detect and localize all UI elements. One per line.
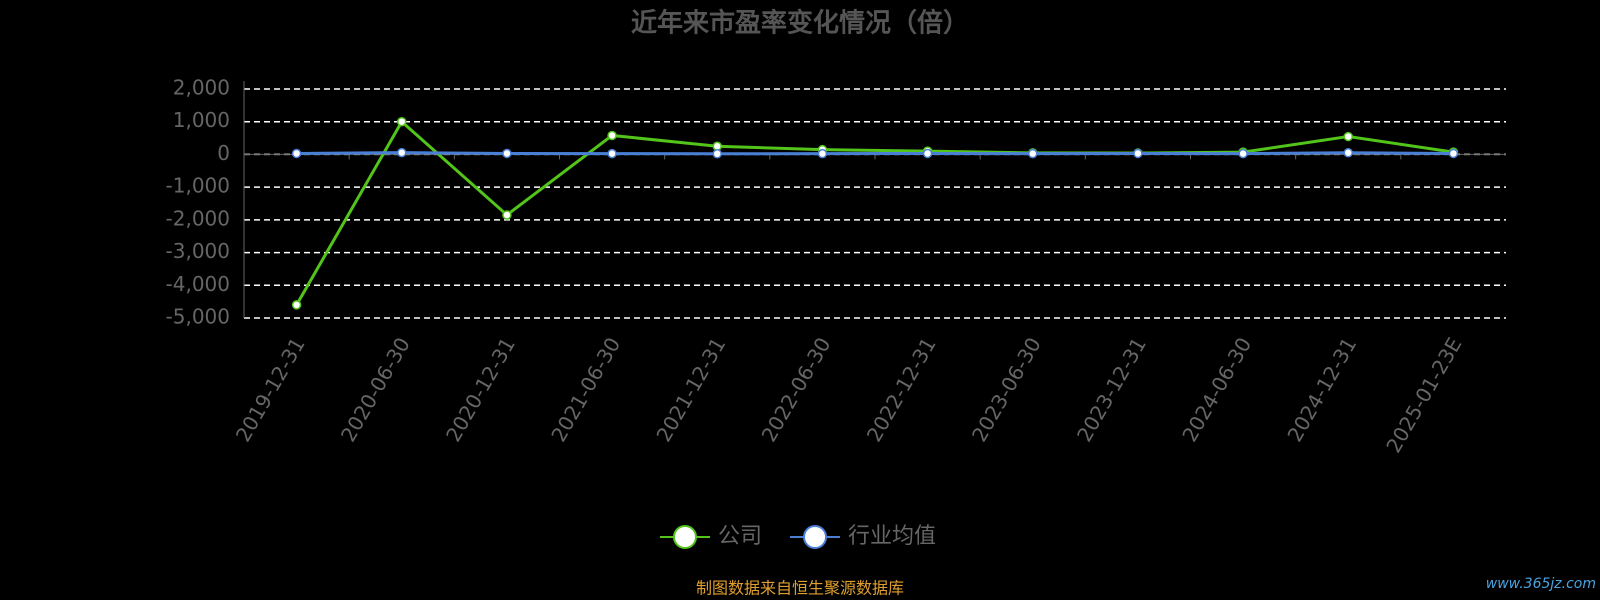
- watermark: www.365jz.com: [1486, 576, 1596, 592]
- data-point: [1343, 131, 1353, 142]
- data-point: [397, 116, 407, 127]
- x-tick-label: 2022-12-31: [862, 333, 941, 446]
- data-point: [1448, 148, 1459, 159]
- y-tick-label: -5,000: [166, 305, 230, 329]
- x-tick-label: 2023-12-31: [1072, 333, 1151, 446]
- y-tick-label: -3,000: [166, 239, 230, 263]
- x-tick-label: 2019-12-31: [231, 333, 310, 446]
- legend-item: 行业均值: [790, 524, 936, 549]
- data-point: [291, 300, 302, 310]
- y-tick-label: -2,000: [166, 206, 230, 230]
- legend-label: 行业均值: [848, 524, 936, 549]
- source-note: 制图数据来自恒生聚源数据库: [696, 579, 904, 598]
- data-point: [397, 147, 407, 158]
- data-point: [1238, 148, 1248, 159]
- y-tick-label: -4,000: [166, 272, 230, 296]
- x-tick-label: 2020-06-30: [336, 333, 415, 446]
- data-point: [502, 210, 512, 220]
- legend-item: 公司: [660, 524, 762, 549]
- data-point: [712, 149, 722, 159]
- data-point: [817, 148, 828, 159]
- x-tick-label: 2024-12-31: [1282, 333, 1361, 446]
- x-tick-label: 2020-12-31: [441, 333, 520, 446]
- data-point: [1028, 148, 1038, 159]
- x-tick-label: 2021-12-31: [651, 333, 730, 446]
- data-point: [922, 148, 933, 159]
- data-point: [607, 148, 617, 159]
- data-point: [1133, 148, 1143, 159]
- data-point: [607, 130, 617, 141]
- y-tick-label: 1,000: [173, 108, 230, 132]
- data-point: [1343, 148, 1353, 158]
- y-tick-label: -1,000: [166, 174, 230, 198]
- legend-label: 公司: [718, 524, 762, 549]
- y-tick-label: 0: [217, 141, 230, 165]
- x-tick-label: 2021-06-30: [546, 333, 625, 446]
- x-tick-label: 2022-06-30: [757, 333, 836, 446]
- series-line: [296, 151, 1454, 156]
- legend-marker: [803, 525, 828, 549]
- x-tick-label: 2023-06-30: [967, 333, 1046, 446]
- x-tick-label: 2024-06-30: [1177, 333, 1256, 446]
- y-tick-label: 2,000: [173, 76, 230, 100]
- series-line: [295, 119, 1454, 306]
- data-point: [502, 148, 512, 159]
- chart-title: 近年来市盈率变化情况（倍）: [631, 8, 969, 39]
- x-tick-label: 2025-01-23E: [1381, 333, 1466, 457]
- data-point: [291, 148, 302, 159]
- legend-marker: [673, 525, 697, 549]
